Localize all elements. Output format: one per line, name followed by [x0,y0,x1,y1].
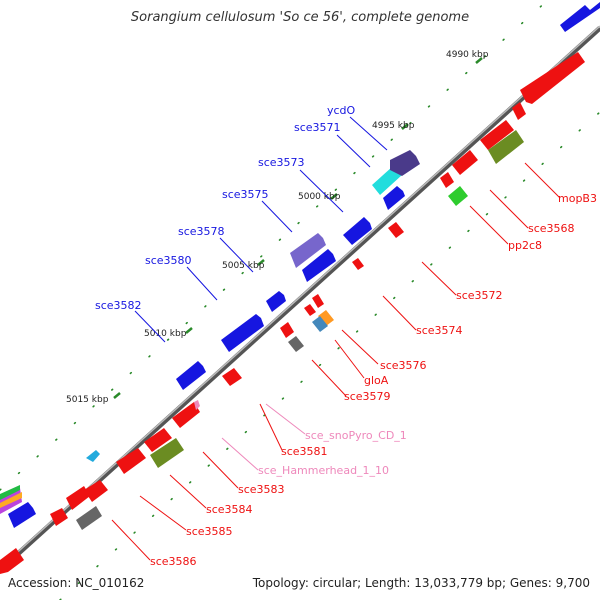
gene-block-rev[interactable] [480,120,514,150]
gene-block-fwd[interactable] [0,492,22,508]
rna-label-hammerhead[interactable]: sce_Hammerhead_1_10 [258,464,389,477]
gene-block-rev[interactable] [352,258,364,270]
gene-block-fwd[interactable] [266,291,286,312]
tick-label-4995: 4995 kbp [372,121,415,131]
gene-label-sce3568[interactable]: sce3568 [528,222,575,235]
gene-block-fwd[interactable] [560,2,600,32]
gene-label-sce3576[interactable]: sce3576 [380,359,427,372]
scale-ticks [113,57,483,399]
gene-block-rev[interactable] [520,52,585,104]
gene-block-rev[interactable] [312,294,324,308]
gene-block-fwd[interactable] [290,233,326,268]
gene-label-sce3573[interactable]: sce3573 [258,156,305,169]
topology-text: Topology: circular; Length: 13,033,779 b… [252,576,590,590]
gc-track-inner [59,111,600,600]
gene-label-ycdO[interactable]: ycdO [327,104,356,117]
gene-block-rev[interactable] [0,548,24,574]
gene-label-sce3586[interactable]: sce3586 [150,555,197,568]
gene-block-fwd[interactable] [343,217,372,245]
gene-label-gloA[interactable]: gloA [364,374,389,387]
rna-labels: sce_snoPyro_CD_1 sce_Hammerhead_1_10 [258,429,407,477]
forward-genes [0,2,600,528]
gene-block-rev[interactable] [150,438,184,468]
gene-block-rev[interactable] [172,402,200,428]
reverse-gene-labels: mopB3 sce3568 pp2c8 sce3572 sce3574 sce3… [150,192,597,568]
gene-block-fwd[interactable] [176,361,206,390]
gene-label-sce3584[interactable]: sce3584 [206,503,253,516]
gene-block-fwd[interactable] [8,502,36,528]
gene-block-rev[interactable] [76,506,102,530]
gene-block-rev[interactable] [448,186,468,206]
gene-block-fwd[interactable] [86,450,100,462]
gene-block-rev[interactable] [304,304,316,316]
gene-block-rev[interactable] [440,172,454,188]
gene-label-sce3578[interactable]: sce3578 [178,225,225,238]
gene-block-rev[interactable] [488,130,524,164]
gene-label-sce3571[interactable]: sce3571 [294,121,341,134]
gene-block-rev[interactable] [388,222,404,238]
tick-label-5015: 5015 kbp [66,395,109,405]
gene-label-sce3580[interactable]: sce3580 [145,254,192,267]
gene-block-rev[interactable] [312,316,328,332]
gene-label-sce3581[interactable]: sce3581 [281,445,328,458]
rna-label-snoPyro[interactable]: sce_snoPyro_CD_1 [305,429,407,442]
gene-block-rev[interactable] [144,428,172,452]
gene-block-rev[interactable] [116,448,146,474]
gene-label-sce3574[interactable]: sce3574 [416,324,463,337]
gene-block-rev[interactable] [318,310,334,326]
gene-label-pp2c8[interactable]: pp2c8 [508,239,542,252]
gene-block-rev[interactable] [50,508,68,526]
genome-backbone [0,26,600,572]
tick-label-5000: 5000 kbp [298,192,341,202]
gene-block-fwd[interactable] [383,186,405,210]
gene-label-sce3582[interactable]: sce3582 [95,299,142,312]
gene-block-fwd[interactable] [390,150,420,176]
genome-backbone-highlight [0,25,600,569]
gene-block-rev[interactable] [194,400,200,410]
reverse-leader-lines [111,162,561,561]
gene-block-fwd[interactable] [0,485,20,500]
gene-block-fwd[interactable] [302,249,336,282]
gene-label-sce3583[interactable]: sce3583 [238,483,285,496]
gene-block-rev[interactable] [84,480,108,502]
gene-block-fwd[interactable] [221,314,264,352]
gc-track-outer [0,0,549,491]
tick-label-4990: 4990 kbp [446,50,489,60]
gene-block-rev[interactable] [288,336,304,352]
accession-text: Accession: NC_010162 [8,576,145,590]
gene-block-rev[interactable] [280,322,294,338]
gene-block-rev[interactable] [512,102,526,120]
tick-label-5010: 5010 kbp [144,329,187,339]
tick-label-5005: 5005 kbp [222,261,265,271]
rna-leader-lines [221,403,306,471]
gene-block-rev[interactable] [452,150,478,175]
reverse-genes [0,52,585,574]
gene-label-sce3575[interactable]: sce3575 [222,188,269,201]
gene-block-rev[interactable] [222,368,242,386]
gene-label-sce3579[interactable]: sce3579 [344,390,391,403]
gene-label-sce3585[interactable]: sce3585 [186,525,233,538]
forward-gene-labels: ycdO sce3571 sce3573 sce3575 sce3578 sce… [95,104,356,312]
gene-label-sce3572[interactable]: sce3572 [456,289,503,302]
gene-label-mopB3[interactable]: mopB3 [558,192,597,205]
forward-leader-lines [134,116,388,343]
map-title: Sorangium cellulosum 'So ce 56', complet… [130,10,470,25]
gene-block-rev[interactable] [66,486,90,510]
